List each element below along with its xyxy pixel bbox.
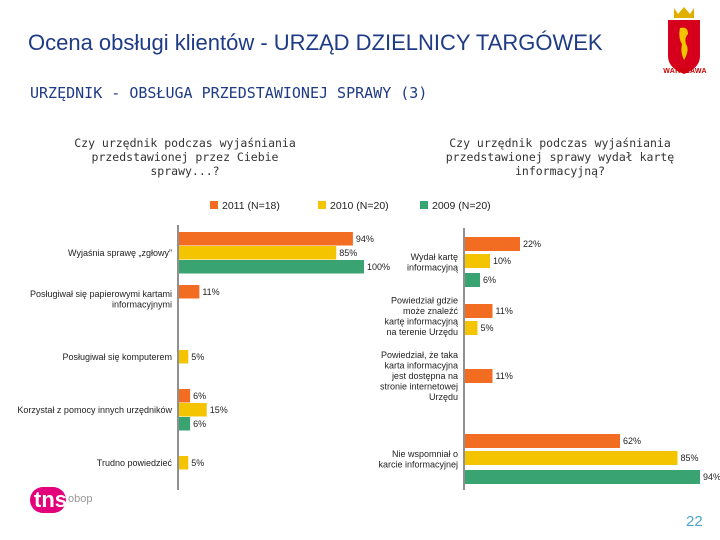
chart-2-bar-3-0 bbox=[465, 434, 620, 448]
tns-obop-logo: tns obop bbox=[30, 485, 100, 515]
chart-1-category-2: Posługiwał się komputerem bbox=[62, 352, 172, 362]
chart-1-bar-4-1 bbox=[179, 456, 189, 470]
chart-1-category-4: Trudno powiedzieć bbox=[97, 458, 173, 468]
chart-2-bar-3-2 bbox=[465, 470, 700, 484]
legend-label-1: 2010 (N=20) bbox=[330, 200, 389, 212]
chart-2-data-label-1-1: 5% bbox=[481, 323, 494, 333]
chart-2-bar-2-0 bbox=[465, 369, 493, 383]
chart-2-bar-3-1 bbox=[465, 451, 678, 465]
chart-2-category-0: Wydał kartę informacyjną bbox=[407, 252, 458, 273]
chart-2-data-label-3-0: 62% bbox=[623, 436, 641, 446]
chart-1-bar-0-1 bbox=[179, 246, 337, 260]
chart-2-data-label-0-1: 10% bbox=[493, 256, 511, 266]
logo-obop: obop bbox=[68, 493, 93, 505]
warszawa-crest-icon bbox=[668, 7, 700, 74]
chart-2-bar-0-2 bbox=[465, 273, 480, 287]
page-number: 22 bbox=[686, 513, 703, 530]
chart-1-data-label-0-2: 100% bbox=[367, 262, 390, 272]
chart-1-bar-0-2 bbox=[179, 260, 364, 274]
chart-2-data-label-0-0: 22% bbox=[523, 239, 541, 249]
chart-2-bar-0-0 bbox=[465, 237, 520, 251]
chart-2-data-label-0-2: 6% bbox=[483, 275, 496, 285]
chart-1-bar-2-1 bbox=[179, 350, 189, 364]
chart-2-data-label-2-0: 11% bbox=[496, 371, 513, 381]
chart-2-data-label-3-2: 94% bbox=[703, 472, 720, 482]
chart-1-data-label-3-2: 6% bbox=[193, 419, 206, 429]
chart-1-bar-3-1 bbox=[179, 403, 207, 417]
chart-2-bar-1-1 bbox=[465, 321, 478, 335]
page-subtitle: URZĘDNIK - OBSŁUGA PRZEDSTAWIONEJ SPRAWY… bbox=[30, 84, 428, 102]
chart-1-bar-1-0 bbox=[179, 285, 200, 299]
chart-1-data-label-1-0: 11% bbox=[202, 287, 219, 297]
chart-1-data-label-3-0: 6% bbox=[193, 391, 206, 401]
chart-1-data-label-2-1: 5% bbox=[191, 352, 204, 362]
chart-1-category-3: Korzystał z pomocy innych urzędników bbox=[17, 405, 172, 415]
chart-2-data-label-1-0: 11% bbox=[496, 306, 513, 316]
chart-1-category-0: Wyjaśnia sprawę „zgłowy” bbox=[68, 248, 172, 258]
chart-2-question: Czy urzędnik podczas wyjaśniania przedst… bbox=[445, 136, 675, 178]
chart-2-bar-1-0 bbox=[465, 304, 493, 318]
chart-1-bar-3-2 bbox=[179, 417, 191, 431]
chart-2-data-label-3-1: 85% bbox=[681, 453, 699, 463]
chart-1-data-label-4-1: 5% bbox=[191, 458, 204, 468]
chart-1-question: Czy urzędnik podczas wyjaśniania przedst… bbox=[74, 136, 296, 178]
legend-swatch-2 bbox=[420, 201, 428, 209]
page-title: Ocena obsługi klientów - URZĄD DZIELNICY… bbox=[28, 30, 603, 55]
legend-label-2: 2009 (N=20) bbox=[432, 200, 491, 212]
legend-swatch-0 bbox=[210, 201, 218, 209]
crest-label: WARSZAWA bbox=[663, 68, 707, 75]
chart-2-bar-0-1 bbox=[465, 254, 490, 268]
chart-2-category-2: Powiedział, że taka karta informacyjna jes… bbox=[380, 350, 458, 402]
legend-swatch-1 bbox=[318, 201, 326, 209]
chart-1-data-label-3-1: 15% bbox=[210, 405, 228, 415]
chart-1-data-label-0-0: 94% bbox=[356, 234, 374, 244]
chart-1-category-1: Posługiwał się papierowymi kartami inform… bbox=[30, 289, 172, 310]
legend-label-0: 2011 (N=18) bbox=[222, 200, 280, 212]
chart-1-bar-0-0 bbox=[179, 232, 353, 246]
chart-2-category-3: Nie wspomniał o karcie informacyjnej bbox=[378, 449, 458, 470]
chart-2-category-1: Powiedział gdzie może znaleźć kartę inform… bbox=[384, 295, 458, 337]
logo-tns: tns bbox=[34, 487, 67, 512]
chart-1-bar-3-0 bbox=[179, 389, 191, 403]
chart-1-data-label-0-1: 85% bbox=[339, 248, 357, 258]
